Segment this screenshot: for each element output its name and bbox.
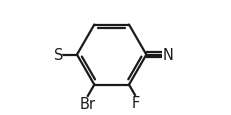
Text: N: N bbox=[161, 48, 172, 63]
Text: Br: Br bbox=[79, 97, 95, 111]
Text: S: S bbox=[54, 48, 63, 63]
Text: F: F bbox=[131, 96, 139, 111]
